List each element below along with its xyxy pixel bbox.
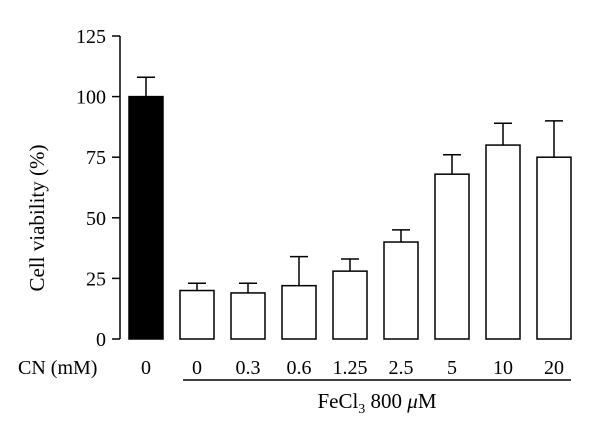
y-tick-label: 50 (86, 208, 106, 230)
group-label: FeCl3 800 μM (317, 389, 436, 417)
x-tick-label: 2.5 (389, 357, 414, 379)
x-row-label: CN (mM) (18, 357, 97, 379)
y-tick-label: 25 (86, 268, 106, 290)
y-tick-label: 75 (86, 147, 106, 169)
x-tick-label: 5 (447, 357, 457, 379)
x-tick-label: 0 (141, 357, 151, 379)
x-tick-label: 0 (192, 357, 202, 379)
x-tick-label: 20 (544, 357, 564, 379)
bar (383, 241, 419, 340)
bars-group (128, 95, 572, 340)
group-label-unit: M (418, 389, 437, 413)
x-tick-label: 0.6 (287, 357, 312, 379)
bar (536, 156, 572, 340)
bar (434, 173, 470, 340)
group-label-prefix: FeCl (317, 389, 358, 413)
y-axis: 0 25 50 75 100 125 (76, 26, 121, 351)
x-tick-label: 10 (493, 357, 513, 379)
y-tick-label: 100 (76, 87, 106, 109)
x-tick-label: 1.25 (333, 357, 368, 379)
bar (332, 270, 368, 340)
bar (179, 289, 215, 340)
bar (230, 292, 266, 340)
bar (281, 284, 317, 340)
bar (485, 144, 521, 340)
error-bars-group (137, 76, 563, 293)
x-tick-label: 0.3 (236, 357, 261, 379)
group-label-subscript: 3 (358, 402, 365, 417)
y-axis-title: Cell viability (%) (25, 145, 49, 292)
y-tick-label: 0 (96, 329, 106, 351)
y-tick-label: 125 (76, 26, 106, 48)
x-tick-labels: 0 0 0.3 0.6 1.25 2.5 5 10 20 (141, 357, 564, 379)
bar (128, 95, 164, 340)
group-label-unit-mu: μ (406, 389, 418, 413)
group-label-suffix: 800 (365, 389, 407, 413)
